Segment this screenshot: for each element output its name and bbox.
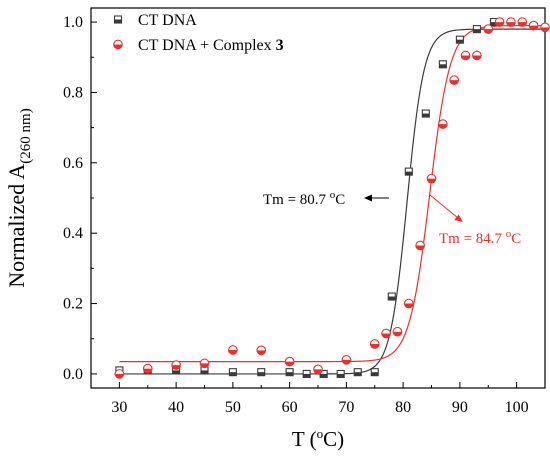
legend-label-ct-dna-complex-main: CT DNA + Complex — [138, 37, 276, 54]
x-tick-label: 80 — [395, 399, 411, 416]
point-ct-dna — [257, 368, 266, 377]
annotation-tm-ct-dna-text: Tm = 80.7 oC — [263, 189, 345, 208]
y-axis-ticks: 0.0 0.2 0.4 0.6 0.8 1.0 — [63, 14, 97, 383]
point-ct-dna — [438, 60, 447, 69]
point-ct-dna — [387, 292, 396, 301]
legend-square-marker — [113, 15, 123, 24]
point-ct-dna-complex — [142, 363, 153, 374]
y-tick-label: 0.6 — [63, 155, 83, 172]
x-tick-label: 100 — [505, 399, 529, 416]
y-tick-label: 0.8 — [63, 84, 83, 101]
point-ct-dna-complex — [256, 345, 267, 356]
x-tick-label: 40 — [168, 399, 184, 416]
point-ct-dna-complex — [449, 75, 460, 85]
y-axis-title-main: Normalized A — [4, 164, 29, 288]
annotation-tm-ct-dna: Tm = 80.7 oC — [263, 189, 389, 208]
point-ct-dna-complex — [483, 24, 494, 34]
point-ct-dna-complex — [369, 339, 380, 349]
legend-label-ct-dna: CT DNA — [138, 12, 197, 29]
x-tick-label: 70 — [338, 399, 354, 416]
point-ct-dna — [319, 369, 328, 378]
point-ct-dna-complex — [438, 119, 448, 129]
x-axis-title-sup: o — [317, 426, 324, 441]
annotation-tm-ct-dna-sup: o — [330, 189, 336, 201]
annotation-tm-complex-arrow — [429, 194, 459, 219]
point-ct-dna — [421, 109, 430, 118]
point-ct-dna-complex — [228, 345, 238, 355]
legend-label-ct-dna-complex-bold: 3 — [276, 37, 284, 54]
point-ct-dna — [228, 368, 237, 377]
point-ct-dna-complex — [426, 173, 437, 184]
annotation-tm-complex-arrowhead — [454, 214, 463, 222]
y-tick-label: 0.0 — [63, 366, 83, 383]
annotation-tm-ct-dna-main: Tm = 80.7 — [263, 192, 330, 208]
annotation-tm-complex-sup: o — [506, 228, 512, 240]
legend: CT DNA CT DNA + Complex 3 — [113, 12, 284, 54]
point-ct-dna-complex — [114, 369, 125, 379]
legend-circle-marker — [113, 39, 123, 50]
legend-marker-ct-dna-complex — [113, 39, 123, 50]
y-tick-label: 1.0 — [63, 14, 83, 31]
annotation-tm-complex: Tm = 84.7 oC — [429, 194, 521, 247]
point-ct-dna-complex — [403, 298, 414, 309]
point-ct-dna — [302, 369, 311, 378]
y-tick-label: 0.2 — [63, 296, 83, 313]
point-ct-dna-complex — [341, 355, 352, 365]
point-ct-dna-complex — [381, 328, 391, 339]
point-ct-dna — [455, 35, 464, 44]
point-ct-dna — [404, 167, 413, 176]
annotation-tm-ct-dna-unit: C — [335, 192, 345, 208]
point-ct-dna-complex — [540, 22, 550, 33]
point-ct-dna — [285, 368, 294, 377]
x-tick-label: 50 — [225, 399, 241, 416]
point-ct-dna-complex — [528, 20, 539, 31]
point-ct-dna-complex — [199, 358, 210, 369]
point-ct-dna-complex — [460, 50, 471, 61]
x-tick-label: 60 — [282, 399, 298, 416]
x-axis-title-unit: C) — [323, 427, 344, 451]
annotation-tm-complex-text: Tm = 84.7 oC — [439, 228, 521, 247]
annotation-tm-complex-main: Tm = 84.7 — [439, 231, 506, 247]
annotation-tm-complex-unit: C — [511, 231, 521, 247]
point-ct-dna-complex — [506, 17, 516, 27]
annotation-tm-ct-dna-arrowhead — [364, 194, 372, 202]
point-ct-dna-complex — [392, 326, 403, 337]
x-axis-title-main: T ( — [292, 427, 317, 451]
x-tick-label: 90 — [452, 399, 468, 416]
point-ct-dna — [370, 368, 379, 377]
x-axis-title: T (oC) — [292, 426, 344, 451]
point-ct-dna — [336, 369, 345, 378]
y-axis-title-sub: (260 nm) — [18, 108, 34, 163]
point-ct-dna-complex — [284, 356, 295, 367]
fit-curve-0 — [119, 28, 545, 375]
data-points — [114, 17, 550, 379]
point-ct-dna — [472, 25, 481, 34]
x-axis-ticks: 30 40 50 60 70 80 90 100 — [90, 382, 546, 416]
point-ct-dna-complex — [171, 360, 181, 370]
point-ct-dna-complex — [472, 50, 482, 61]
y-axis-title: Normalized A(260 nm) — [4, 108, 34, 287]
x-tick-label: 30 — [111, 399, 127, 416]
legend-label-ct-dna-complex: CT DNA + Complex 3 — [138, 37, 284, 54]
y-tick-label: 0.4 — [63, 225, 83, 242]
point-ct-dna-complex — [415, 240, 426, 251]
point-ct-dna — [353, 368, 362, 377]
legend-marker-ct-dna — [113, 15, 123, 24]
point-ct-dna-complex — [313, 364, 323, 375]
point-ct-dna-complex — [517, 17, 528, 27]
point-ct-dna-complex — [494, 17, 505, 27]
